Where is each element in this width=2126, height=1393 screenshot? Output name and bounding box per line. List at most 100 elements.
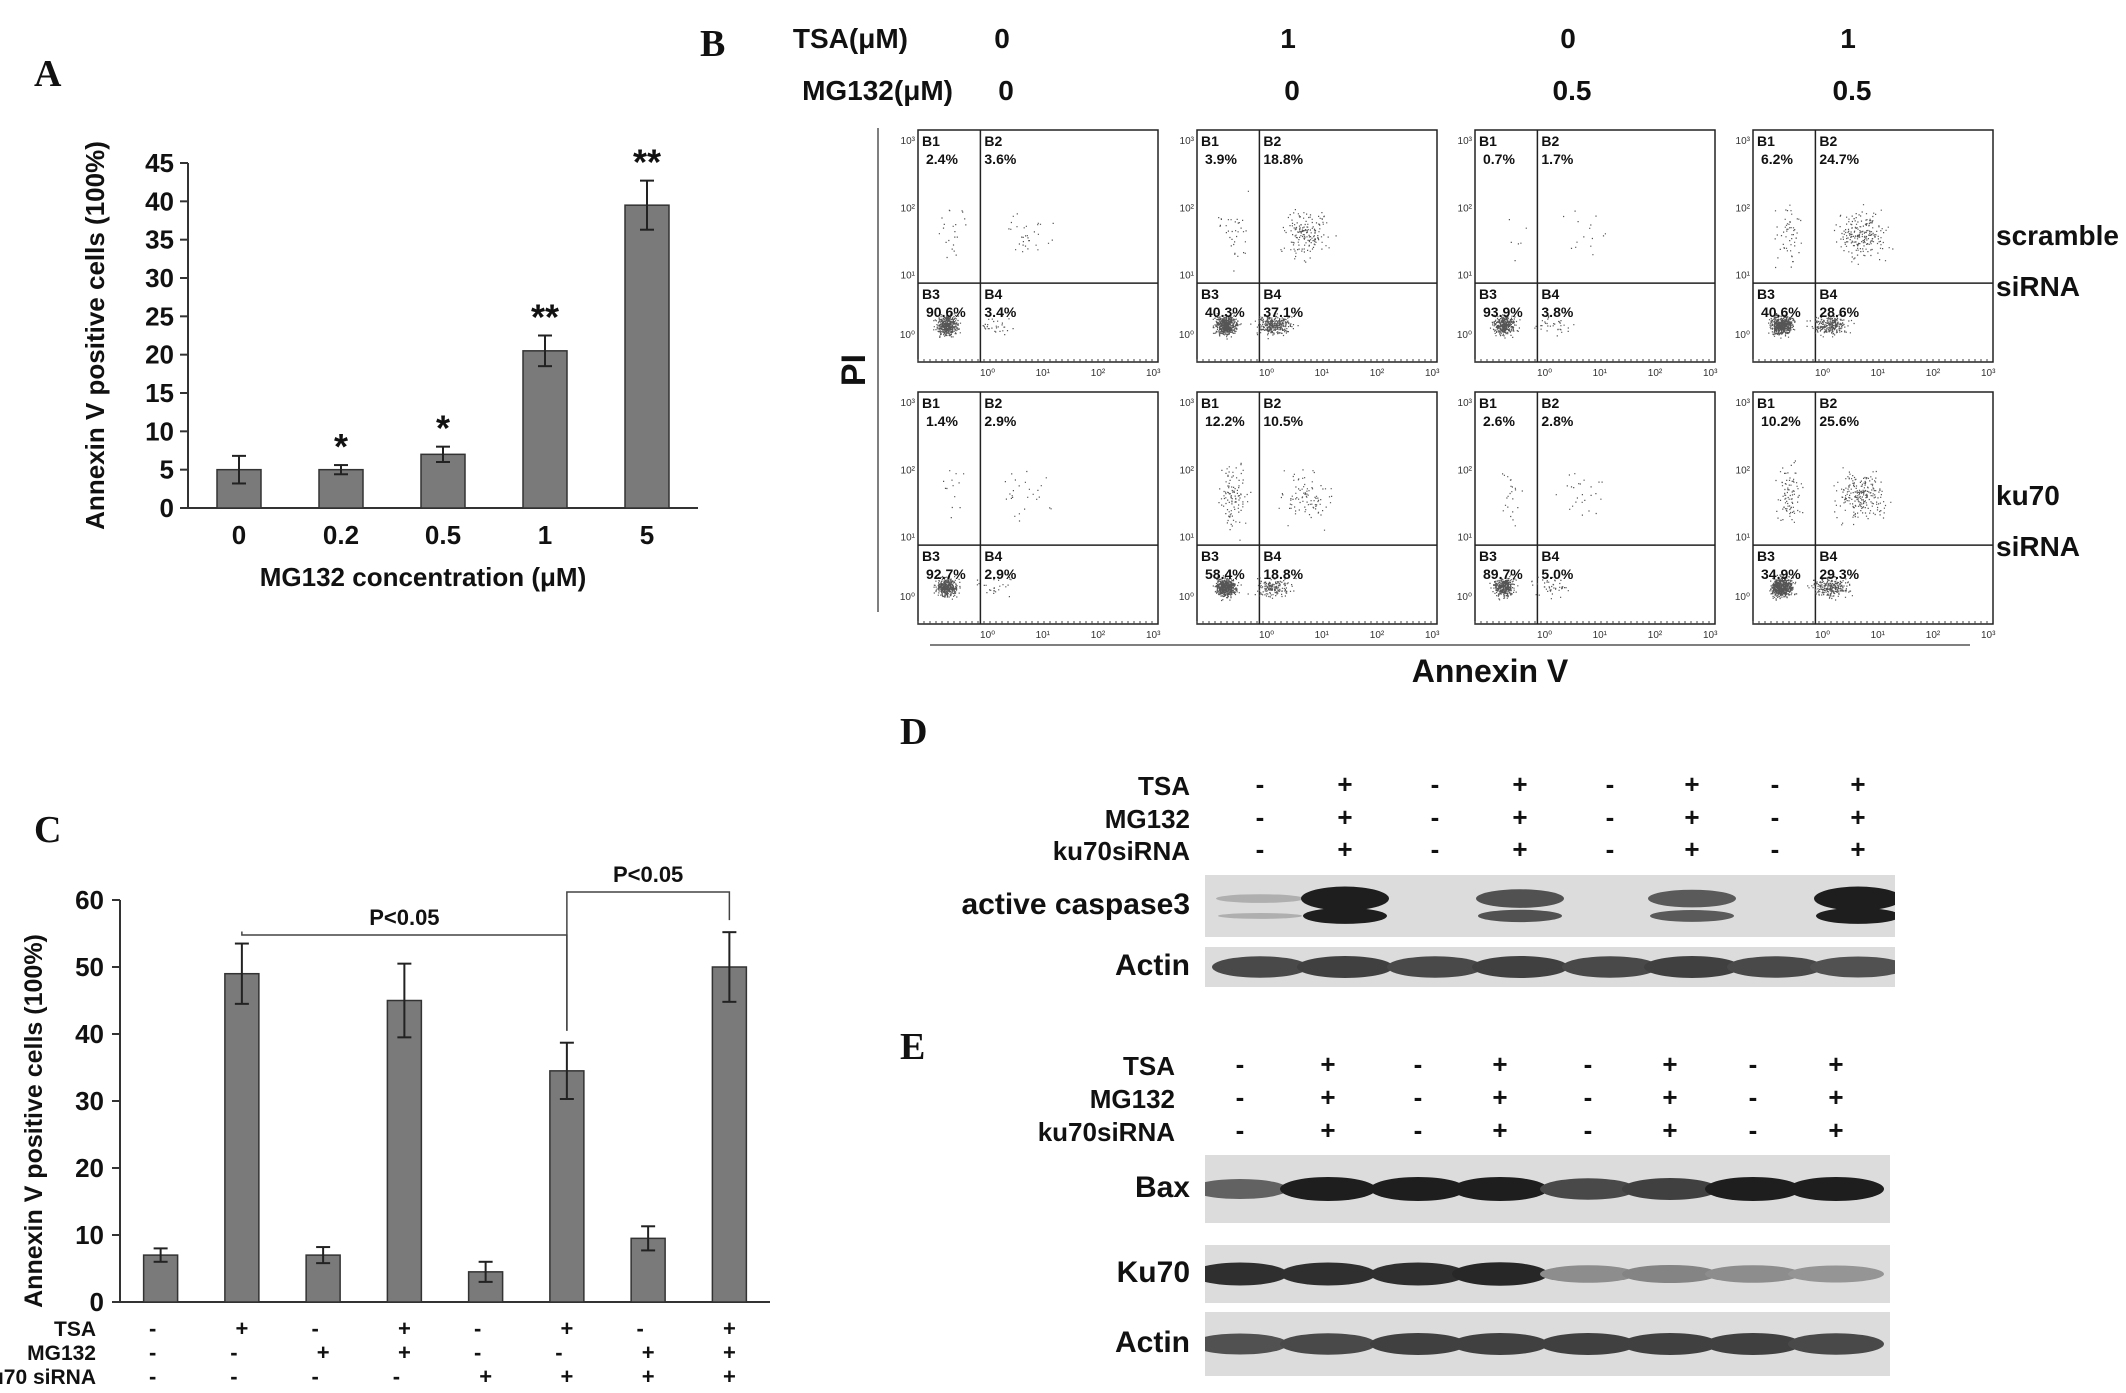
x-tick-label: 0 — [232, 520, 246, 550]
treatment-sign: - — [1235, 1115, 1245, 1145]
treatment-row-label: ku70siRNA — [1037, 1117, 1175, 1147]
significance-mark: * — [334, 426, 348, 467]
quadrant-name: B3 — [922, 286, 940, 302]
quadrant-name: B2 — [1263, 395, 1281, 411]
panel-label-c: C — [34, 809, 62, 851]
treatment-sign: - — [149, 1340, 156, 1365]
significance-mark: ** — [633, 142, 661, 183]
y-tick-label: 20 — [75, 1153, 104, 1183]
significance-mark: ** — [531, 297, 559, 338]
quadrant-percent: 29.3% — [1819, 566, 1859, 582]
plot-tick-x: 10¹ — [1593, 630, 1608, 641]
plot-tick-y: 10² — [1458, 203, 1473, 214]
treatment-sign: + — [479, 1364, 492, 1389]
blot-strip — [1205, 1245, 1890, 1303]
y-tick-label: 45 — [145, 148, 174, 178]
band-label: Actin — [1115, 1326, 1190, 1359]
bar — [624, 204, 670, 509]
plot-tick-x: 10⁰ — [1815, 368, 1830, 379]
y-tick-label: 50 — [75, 952, 104, 982]
plot-tick-y: 10² — [901, 465, 916, 476]
bar — [142, 1254, 179, 1303]
annexin-axis-title: Annexin V — [1412, 653, 1569, 689]
plot-tick-y: 10³ — [1458, 136, 1473, 147]
band-label: active caspase3 — [961, 888, 1190, 921]
blot-band — [1218, 913, 1302, 919]
quadrant-name: B4 — [1263, 548, 1281, 564]
treatment-row-label: MG132 — [1089, 1084, 1175, 1114]
plot-tick-y: 10² — [1180, 203, 1195, 214]
plot-tick-x: 10³ — [1146, 368, 1161, 379]
quadrant-percent: 2.4% — [926, 151, 958, 167]
treatment-sign: + — [1828, 1082, 1844, 1112]
quadrant-percent: 89.7% — [1483, 566, 1523, 582]
quadrant-name: B4 — [984, 286, 1002, 302]
treatment-sign: + — [1337, 769, 1353, 799]
quadrant-percent: 12.2% — [1205, 413, 1245, 429]
bracket-line — [566, 891, 731, 1031]
plot-tick-y: 10⁰ — [1457, 330, 1472, 341]
x-axis-title: MG132 concentration (μM) — [260, 562, 587, 592]
blot-band — [1478, 909, 1562, 923]
treatment-sign: + — [1512, 769, 1528, 799]
flow-row-label: ku70 — [1996, 480, 2060, 511]
quadrant-name: B1 — [1479, 133, 1497, 149]
plot-tick-y: 10¹ — [901, 271, 916, 282]
panel-label-e: E — [900, 1026, 926, 1068]
scatter-points — [933, 470, 1052, 600]
treatment-sign: + — [1492, 1082, 1508, 1112]
treatment-sign: - — [1605, 769, 1615, 799]
y-axis-title: Annexin V positive cells (100%) — [20, 934, 48, 1308]
header-tsa-value: 0 — [994, 23, 1010, 54]
quadrant-name: B1 — [922, 133, 940, 149]
treatment-sign: + — [1512, 802, 1528, 832]
flow-plot: 10³ 10² 10¹ 10⁰ 10⁰ 10¹ 10² 10³ B1 B2 B3 B4 6.2% 24.7… — [1735, 129, 1996, 379]
blot-band — [1472, 956, 1568, 978]
plot-frame — [1196, 391, 1438, 625]
header-label-mg132: MG132(μM) — [802, 75, 953, 106]
treatment-sign: - — [311, 1364, 318, 1389]
quadrant-percent: 10.5% — [1263, 413, 1303, 429]
y-tick-label: 35 — [145, 225, 174, 255]
flow-plot: 10³ 10² 10¹ 10⁰ 10⁰ 10¹ 10² 10³ B1 B2 B3 B4 2.4% 3.6%… — [900, 129, 1161, 379]
significance-bracket: P<0.05 — [566, 862, 731, 1031]
header-mg132-value: 0.5 — [1833, 75, 1872, 106]
pi-axis-title: PI — [835, 354, 873, 386]
quadrant-percent: 3.6% — [984, 151, 1016, 167]
plot-tick-x: 10⁰ — [1537, 630, 1552, 641]
quadrant-percent: 40.6% — [1761, 304, 1801, 320]
blot-band — [1476, 889, 1564, 908]
quadrant-percent: 1.7% — [1541, 151, 1573, 167]
treatment-row-label: ku70 siRNA — [0, 1366, 96, 1389]
treatment-sign: + — [1320, 1082, 1336, 1112]
blot-band — [1810, 956, 1895, 978]
blot-band — [1205, 1333, 1288, 1355]
plot-tick-y: 10¹ — [1736, 533, 1751, 544]
quadrant-percent: 28.6% — [1819, 304, 1859, 320]
treatment-sign: - — [1255, 802, 1265, 832]
blot-band — [1297, 956, 1393, 978]
blot-band — [1540, 1265, 1636, 1283]
quadrant-percent: 2.9% — [984, 566, 1016, 582]
quadrant-percent: 0.7% — [1483, 151, 1515, 167]
plot-tick-y: 10² — [1180, 465, 1195, 476]
band-label: Bax — [1134, 1171, 1190, 1204]
plot-tick-x: 10³ — [1425, 368, 1440, 379]
treatment-row-label: TSA — [54, 1318, 96, 1341]
treatment-sign: + — [1850, 769, 1866, 799]
plot-tick-x: 10² — [1648, 368, 1663, 379]
blot-band — [1816, 907, 1895, 924]
treatment-sign: + — [723, 1340, 736, 1365]
treatment-sign: - — [1430, 769, 1440, 799]
y-tick-label: 60 — [75, 885, 104, 915]
plot-tick-x: 10³ — [1703, 368, 1718, 379]
plot-tick-y: 10¹ — [1458, 271, 1473, 282]
plot-tick-x: 10² — [1648, 630, 1663, 641]
plot-frame — [1474, 129, 1716, 363]
quadrant-percent: 93.9% — [1483, 304, 1523, 320]
quadrant-name: B2 — [1541, 395, 1559, 411]
quadrant-percent: 25.6% — [1819, 413, 1859, 429]
quadrant-name: B4 — [1541, 286, 1559, 302]
plot-tick-y: 10³ — [901, 398, 916, 409]
treatment-sign: - — [1583, 1049, 1593, 1079]
